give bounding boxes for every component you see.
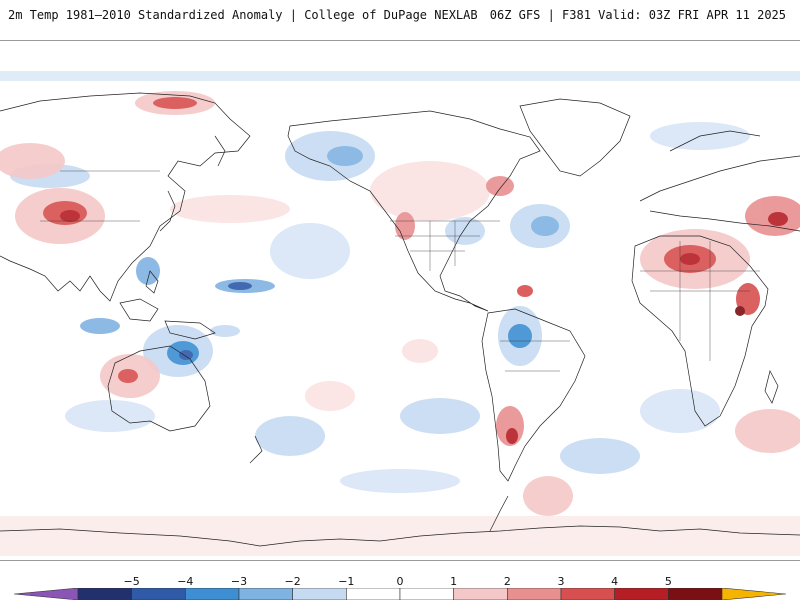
colorbar-segment (238, 588, 293, 600)
colorbar-tick-label: −2 (284, 575, 301, 588)
run-info: 06Z GFS | F381 Valid: 03Z FRI APR 11 202… (489, 8, 786, 22)
colorbar: −5 −4 −3 −2 −1 0 1 2 3 4 5 (0, 568, 800, 600)
colorbar-segment (346, 588, 401, 600)
colorbar-segment (453, 588, 508, 600)
colorbar-segment (131, 588, 186, 600)
header: 2m Temp 1981–2010 Standardized Anomaly |… (0, 0, 800, 30)
colorbar-segment (507, 588, 562, 600)
colorbar-segment (614, 588, 669, 600)
colorbar-arrow-low (13, 588, 79, 600)
map-canvas (0, 41, 800, 560)
colorbar-tick-label: −4 (177, 575, 194, 588)
colorbar-tick-label: 5 (664, 575, 672, 588)
borders (40, 170, 760, 372)
anomaly-map[interactable] (0, 40, 800, 561)
colorbar-arrow-high (721, 588, 787, 600)
map-title: 2m Temp 1981–2010 Standardized Anomaly |… (8, 8, 478, 22)
colorbar-tick-label: 3 (557, 575, 565, 588)
colorbar-segment (185, 588, 240, 600)
colorbar-tick-label: 2 (503, 575, 511, 588)
colorbar-tick-label: −5 (123, 575, 140, 588)
coastlines (0, 92, 800, 547)
warm-anomalies (0, 91, 800, 556)
colorbar-segment (292, 588, 347, 600)
colorbar-tick-label: 4 (611, 575, 619, 588)
colorbar-segment (77, 588, 132, 600)
colorbar-tick-label: −3 (230, 575, 248, 588)
colorbar-segment (668, 588, 723, 600)
colorbar-scale (13, 588, 787, 600)
colorbar-tick-label: −1 (338, 575, 355, 588)
colorbar-tick-label: 1 (450, 575, 458, 588)
colorbar-tick-label: 0 (396, 575, 404, 588)
colorbar-segment (560, 588, 615, 600)
colorbar-segment (399, 588, 454, 600)
